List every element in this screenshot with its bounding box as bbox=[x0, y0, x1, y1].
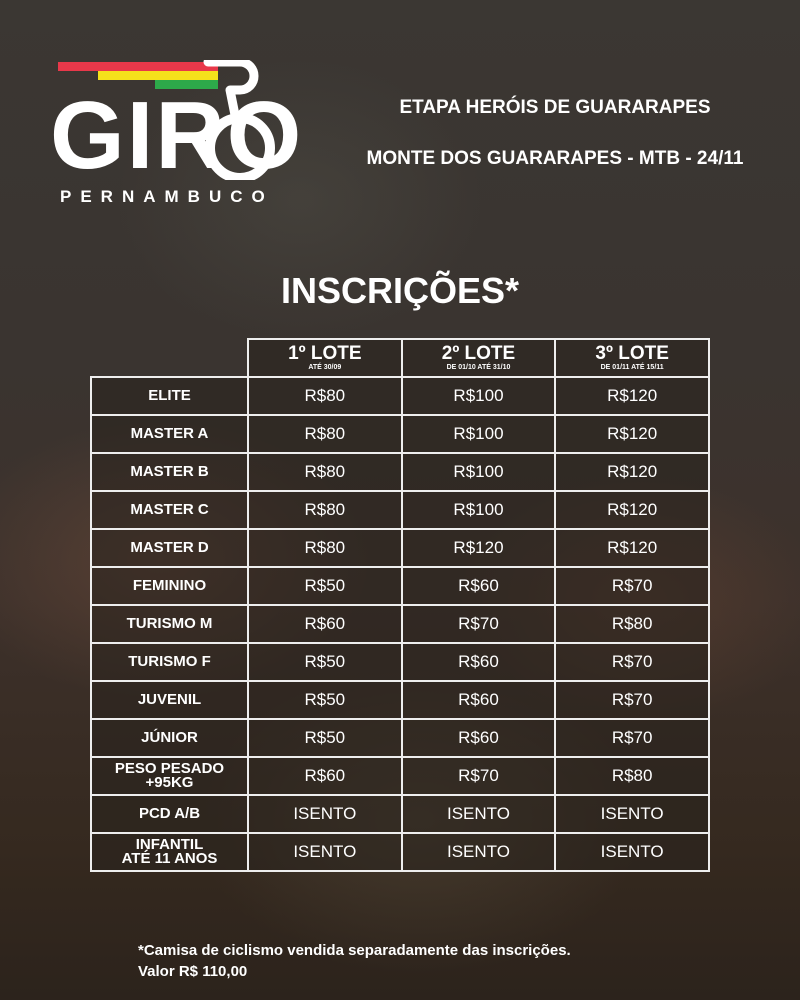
price-cell: R$100 bbox=[400, 490, 557, 530]
category-cell: MASTER C bbox=[90, 490, 249, 530]
price-cell: R$70 bbox=[400, 604, 557, 644]
lote-label: 1º LOTE bbox=[288, 342, 362, 364]
table-row: PESO PESADO +95KG R$60 R$70 R$80 bbox=[90, 756, 710, 796]
price-cell: R$60 bbox=[400, 680, 557, 720]
price-table: 1º LOTE ATÉ 30/09 2º LOTE DE 01/10 ATÉ 31/… bbox=[90, 338, 710, 872]
price-cell: ISENTO bbox=[554, 794, 710, 834]
price-cell: R$80 bbox=[247, 452, 403, 492]
table-row: MASTER C R$80 R$100 R$120 bbox=[90, 490, 710, 530]
price-cell: ISENTO bbox=[554, 832, 710, 872]
price-cell: R$80 bbox=[247, 528, 403, 568]
lote-label: 2º LOTE bbox=[441, 342, 516, 364]
footnote: *Camisa de ciclismo vendida separadament… bbox=[138, 940, 571, 982]
table-header-row: 1º LOTE ATÉ 30/09 2º LOTE DE 01/10 ATÉ 31/… bbox=[91, 338, 710, 378]
price-cell: R$50 bbox=[247, 718, 403, 758]
logo-stripe-red bbox=[58, 62, 218, 71]
price-cell: R$120 bbox=[554, 528, 710, 568]
price-cell: R$80 bbox=[554, 604, 710, 644]
category-cell: MASTER B bbox=[90, 452, 249, 492]
table-row: MASTER A R$80 R$100 R$120 bbox=[90, 414, 710, 454]
category-cell: ELITE bbox=[90, 376, 249, 416]
table-row: TURISMO M R$60 R$70 R$80 bbox=[90, 604, 710, 644]
table-row: INFANTIL ATÉ 11 ANOS ISENTO ISENTO ISENTO bbox=[90, 832, 710, 872]
price-cell: ISENTO bbox=[400, 794, 557, 834]
event-location: MONTE DOS GUARARAPES - MTB - 24/11 bbox=[366, 148, 744, 169]
price-cell: ISENTO bbox=[400, 832, 557, 872]
lote-header: 3º LOTE DE 01/11 ATÉ 15/11 bbox=[554, 338, 710, 378]
table-row: TURISMO F R$50 R$60 R$70 bbox=[90, 642, 710, 682]
category-cell: MASTER A bbox=[90, 414, 249, 454]
category-cell: JÚNIOR bbox=[90, 718, 249, 758]
category-cell: TURISMO F bbox=[90, 642, 249, 682]
event-name: ETAPA HERÓIS DE GUARARAPES bbox=[399, 97, 711, 118]
table-row: PCD A/B ISENTO ISENTO ISENTO bbox=[90, 794, 710, 834]
footnote-line: *Camisa de ciclismo vendida separadament… bbox=[138, 942, 571, 959]
category-cell: MASTER D bbox=[90, 528, 249, 568]
logo-wordmark: GIRO bbox=[50, 82, 304, 189]
price-cell: R$80 bbox=[247, 414, 403, 454]
category-cell: JUVENIL bbox=[90, 680, 249, 720]
price-cell: R$80 bbox=[247, 490, 403, 530]
table-row: MASTER D R$80 R$120 R$120 bbox=[90, 528, 710, 568]
table-row: MASTER B R$80 R$100 R$120 bbox=[90, 452, 710, 492]
table-row: ELITE R$80 R$100 R$120 bbox=[90, 376, 710, 416]
lote-dates: DE 01/10 ATÉ 31/10 bbox=[446, 363, 511, 371]
category-cell: PCD A/B bbox=[90, 794, 249, 834]
category-cell: INFANTIL ATÉ 11 ANOS bbox=[90, 832, 249, 872]
price-cell: R$120 bbox=[400, 528, 557, 568]
price-cell: R$50 bbox=[247, 566, 403, 606]
lote-dates: DE 01/11 ATÉ 15/11 bbox=[600, 363, 664, 371]
price-cell: R$70 bbox=[554, 680, 710, 720]
lote-header: 1º LOTE ATÉ 30/09 bbox=[247, 338, 403, 378]
category-cell: PESO PESADO +95KG bbox=[90, 756, 249, 796]
price-cell: R$60 bbox=[400, 566, 557, 606]
lote-label: 3º LOTE bbox=[595, 342, 669, 364]
price-cell: R$70 bbox=[400, 756, 557, 796]
price-cell: R$100 bbox=[400, 452, 557, 492]
category-cell: TURISMO M bbox=[90, 604, 249, 644]
price-cell: R$60 bbox=[400, 718, 557, 758]
table-row: FEMININO R$50 R$60 R$70 bbox=[90, 566, 710, 606]
footnote-price: Valor R$ 110,00 bbox=[138, 963, 248, 980]
price-cell: R$120 bbox=[554, 376, 710, 416]
price-cell: R$120 bbox=[554, 452, 710, 492]
price-cell: ISENTO bbox=[247, 832, 403, 872]
header-empty bbox=[91, 339, 248, 377]
category-cell: FEMININO bbox=[90, 566, 249, 606]
price-cell: R$100 bbox=[400, 376, 557, 416]
lote-header: 2º LOTE DE 01/10 ATÉ 31/10 bbox=[400, 338, 557, 378]
price-cell: R$60 bbox=[400, 642, 557, 682]
logo-stripe-yellow bbox=[98, 71, 218, 80]
price-cell: R$80 bbox=[554, 756, 710, 796]
price-cell: R$120 bbox=[554, 414, 710, 454]
price-cell: R$60 bbox=[247, 756, 403, 796]
logo-subtitle: PERNAMBUCO bbox=[60, 187, 274, 206]
logo-stripe-green bbox=[155, 80, 218, 89]
price-cell: R$50 bbox=[247, 680, 403, 720]
table-row: JUVENIL R$50 R$60 R$70 bbox=[90, 680, 710, 720]
price-cell: R$70 bbox=[554, 718, 710, 758]
price-cell: R$100 bbox=[400, 414, 557, 454]
price-cell: R$60 bbox=[247, 604, 403, 644]
price-cell: R$70 bbox=[554, 642, 710, 682]
table-row: JÚNIOR R$50 R$60 R$70 bbox=[90, 718, 710, 758]
price-cell: R$120 bbox=[554, 490, 710, 530]
price-cell: R$70 bbox=[554, 566, 710, 606]
price-cell: ISENTO bbox=[247, 794, 403, 834]
price-cell: R$80 bbox=[247, 376, 403, 416]
page-title: INSCRIÇÕES* bbox=[280, 270, 520, 311]
lote-dates: ATÉ 30/09 bbox=[308, 363, 342, 371]
price-cell: R$50 bbox=[247, 642, 403, 682]
bicycle-icon bbox=[203, 60, 275, 180]
